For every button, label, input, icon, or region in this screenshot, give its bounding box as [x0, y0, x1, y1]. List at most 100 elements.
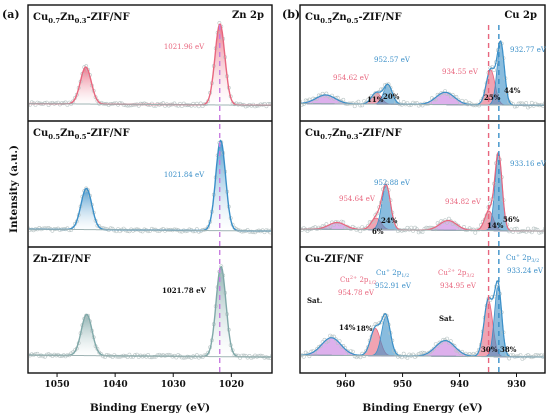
data-point [193, 103, 197, 108]
orbital-label-part: 2+ [350, 275, 357, 281]
peak-annotation: 954.62 eV [333, 74, 370, 82]
subpanel-plot [29, 139, 271, 235]
percent-label: 24% [381, 216, 398, 225]
data-point [54, 101, 59, 106]
data-point [463, 99, 468, 104]
data-point [471, 351, 476, 356]
percent-label: 38% [500, 345, 517, 354]
data-point [364, 349, 368, 354]
data-point [452, 95, 457, 100]
orbital-label-part: + [516, 253, 520, 259]
peak-annotation: 954.64 eV [339, 195, 376, 203]
data-point [29, 103, 30, 107]
orbital-label-part: 2p [455, 269, 467, 277]
sample-name-subscript: 0.5 [75, 133, 87, 141]
satellite-label: Sat. [439, 314, 454, 323]
data-point [433, 227, 438, 232]
baseline [301, 354, 544, 358]
envelope-line [301, 40, 544, 106]
x-tick-label: 950 [393, 380, 412, 390]
data-point [307, 354, 312, 359]
data-point [316, 345, 321, 349]
data-point [155, 353, 160, 358]
data-point [431, 346, 436, 351]
data-point [539, 353, 544, 358]
x-tick-label: 1050 [45, 380, 70, 390]
data-point [352, 104, 357, 109]
percent-label: 11% [367, 95, 384, 104]
data-point [413, 101, 417, 106]
data-point [326, 339, 331, 343]
sample-name-part: Zn [60, 12, 75, 23]
data-point [193, 229, 197, 234]
data-point [524, 101, 529, 105]
envelope-line [301, 280, 544, 358]
data-point [514, 226, 519, 231]
data-point [71, 99, 75, 104]
orbital-label-part: Cu [438, 269, 448, 277]
data-point [531, 226, 536, 231]
percent-label: 18% [356, 324, 373, 333]
percent-label: 14% [339, 323, 356, 332]
data-point [420, 230, 425, 234]
orbital-label-part: 3/2 [466, 273, 474, 279]
data-point [270, 354, 271, 358]
subpanel-plot [301, 279, 544, 361]
corner-label: Zn 2p [232, 10, 264, 21]
peak-annotation: 952.91 eV [375, 282, 412, 290]
baseline [29, 354, 271, 358]
sample-name-subscript: 0.3 [347, 133, 359, 141]
corner-label: Cu 2p [504, 10, 537, 21]
subpanel-plot [301, 152, 544, 235]
sample-name-subscript: 0.7 [320, 133, 332, 141]
orbital-label-part: 2+ [448, 268, 455, 274]
peak-annotation: 952.57 eV [374, 56, 411, 64]
data-point [529, 100, 534, 105]
x-tick-label: 1030 [161, 380, 186, 390]
x-tick-label: 1040 [103, 380, 128, 390]
sample-name-subscript: 0.5 [48, 133, 60, 141]
data-point [123, 103, 128, 108]
peak-annotation: 1021.78 eV [162, 286, 207, 295]
sample-name: Cu0.5Zn0.5-ZIF/NF [305, 12, 402, 25]
data-point [360, 225, 365, 230]
peak-fill [29, 67, 271, 106]
x-axis-label: Binding Energy (eV) [362, 402, 482, 414]
orbital-label-part: Cu [340, 276, 350, 284]
data-point [369, 220, 374, 225]
x-tick-label: 940 [450, 380, 469, 390]
sample-name: Cu0.7Zn0.3-ZIF/NF [33, 12, 130, 25]
peak-annotation: 932.77 eV [510, 46, 547, 54]
data-point [394, 351, 399, 356]
data-point [178, 101, 182, 106]
data-point [405, 225, 410, 230]
data-point [471, 227, 476, 232]
data-point [341, 97, 346, 102]
peak-fill [29, 266, 271, 358]
data-point [528, 104, 532, 109]
orbital-label-part: Cu [376, 269, 386, 277]
sample-name-part: Zn [60, 128, 75, 139]
data-point [384, 180, 389, 185]
peak-annotation: 1021.96 eV [164, 43, 205, 51]
fit-line [29, 139, 271, 232]
fit-line [29, 23, 271, 107]
panel-label: (b) [282, 8, 300, 21]
data-point [456, 97, 461, 102]
sample-name-part: -ZIF/NF [358, 12, 401, 23]
panel-label: (a) [2, 8, 20, 21]
sample-name-part: Zn-ZIF/NF [33, 254, 91, 265]
x-tick-label: 930 [507, 380, 526, 390]
orbital-label-part: Cu [506, 254, 516, 262]
data-point [420, 350, 425, 355]
sample-name-subscript: 0.5 [320, 17, 332, 25]
sample-name-part: Zn [332, 12, 347, 23]
data-point [189, 103, 194, 108]
data-point [518, 353, 523, 358]
data-point [249, 229, 254, 234]
data-point [543, 227, 544, 231]
data-point [183, 229, 188, 234]
data-point [492, 68, 497, 73]
data-point [414, 227, 419, 232]
data-point [29, 352, 34, 357]
